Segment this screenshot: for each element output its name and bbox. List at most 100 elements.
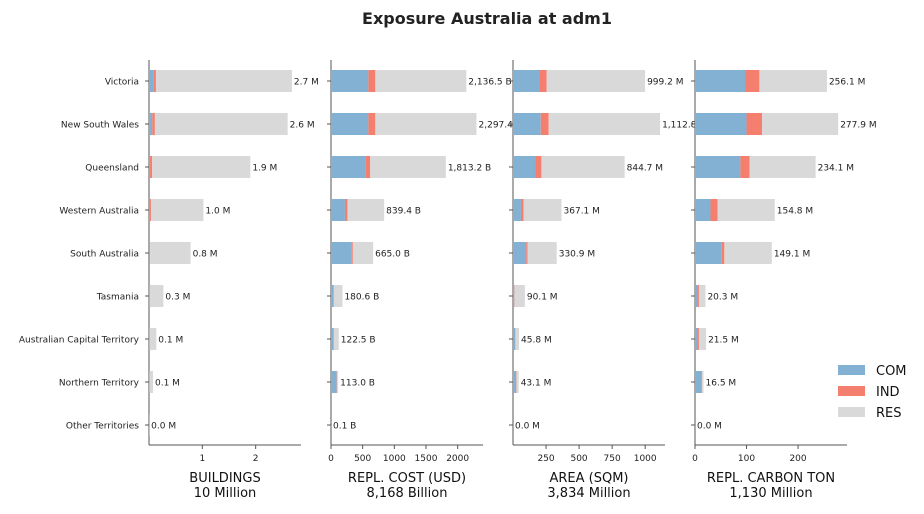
bar-com <box>513 113 541 135</box>
bar-res <box>549 113 660 135</box>
x-tick-label: 100 <box>738 454 755 464</box>
bar-com <box>331 242 352 264</box>
x-axis-sublabel: 1,130 Million <box>729 486 812 501</box>
x-tick-label: 1500 <box>415 454 438 464</box>
legend-swatch <box>838 365 865 375</box>
bar-value-label: 2,136.5 B <box>468 78 511 88</box>
bar-res <box>152 156 250 178</box>
bar-com <box>149 70 153 92</box>
bar-value-label: 16.5 M <box>706 379 737 389</box>
bar-res <box>762 113 838 135</box>
legend-label: IND <box>876 385 900 400</box>
category-label: Other Territories <box>66 422 139 432</box>
x-tick-label: 750 <box>604 454 621 464</box>
category-label: New South Wales <box>61 121 139 131</box>
bar-com <box>331 70 368 92</box>
bar-value-label: 999.2 M <box>647 78 683 88</box>
x-axis-label: REPL. COST (USD) <box>348 471 466 486</box>
bar-com <box>331 113 368 135</box>
category-label: South Australia <box>70 250 139 260</box>
bar-ind <box>368 113 375 135</box>
bar-com <box>513 328 515 350</box>
x-axis-label: REPL. CARBON TON <box>707 471 835 486</box>
category-label: Western Australia <box>59 207 139 217</box>
bar-value-label: 0.1 B <box>333 422 356 432</box>
bar-value-label: 256.1 M <box>829 78 865 88</box>
bar-res <box>150 285 164 307</box>
bar-ind <box>702 371 703 393</box>
bar-com <box>513 242 526 264</box>
bar-res <box>150 242 191 264</box>
bar-res <box>370 156 446 178</box>
bar-com <box>149 242 150 264</box>
bar-value-label: 1,813.2 B <box>448 164 491 174</box>
bar-ind <box>698 328 699 350</box>
bar-res <box>155 113 288 135</box>
bar-res <box>149 371 153 393</box>
category-label: Northern Territory <box>59 379 140 389</box>
bar-com <box>331 328 334 350</box>
category-label: Queensland <box>85 164 139 174</box>
x-tick-label: 1 <box>199 454 205 464</box>
x-tick-label: 1000 <box>383 454 406 464</box>
bar-com <box>331 156 365 178</box>
bar-com <box>695 328 698 350</box>
bar-com <box>695 285 698 307</box>
x-axis-label: BUILDINGS <box>189 471 260 486</box>
bar-ind <box>710 199 717 221</box>
x-tick-label: 500 <box>354 454 371 464</box>
bar-ind <box>150 156 152 178</box>
bar-value-label: 0.0 M <box>151 422 176 432</box>
x-axis-label: AREA (SQM) <box>549 471 628 486</box>
bar-com <box>513 285 514 307</box>
x-tick-label: 2000 <box>446 454 469 464</box>
bar-res <box>750 156 816 178</box>
bar-ind <box>535 156 541 178</box>
bar-res <box>541 156 624 178</box>
bar-value-label: 43.1 M <box>521 379 552 389</box>
bar-res <box>699 328 706 350</box>
bar-com <box>331 285 334 307</box>
bar-com <box>695 199 710 221</box>
bar-res <box>375 113 476 135</box>
bar-value-label: 149.1 M <box>774 250 810 260</box>
bar-com <box>331 199 345 221</box>
bar-ind <box>150 199 151 221</box>
bar-res <box>517 371 519 393</box>
bar-com <box>149 199 150 221</box>
bar-ind <box>747 113 762 135</box>
bar-res <box>528 242 557 264</box>
bar-value-label: 0.0 M <box>697 422 722 432</box>
bar-com <box>695 371 702 393</box>
bar-ind <box>152 113 155 135</box>
bar-value-label: 0.8 M <box>193 250 218 260</box>
bar-value-label: 844.7 M <box>627 164 663 174</box>
bar-com <box>695 242 722 264</box>
bar-ind <box>150 242 151 264</box>
bar-com <box>331 371 337 393</box>
bar-res <box>375 70 466 92</box>
bar-value-label: 0.3 M <box>165 293 190 303</box>
bar-ind <box>368 70 375 92</box>
bar-com <box>513 371 516 393</box>
bar-value-label: 21.5 M <box>708 336 739 346</box>
bar-res <box>718 199 775 221</box>
legend-label: RES <box>876 406 902 421</box>
bar-res <box>334 285 343 307</box>
bar-res <box>337 371 338 393</box>
bar-ind <box>740 156 749 178</box>
bar-res <box>759 70 827 92</box>
legend-label: COM <box>876 364 907 379</box>
bar-res <box>347 199 384 221</box>
bar-value-label: 154.8 M <box>777 207 813 217</box>
x-tick-label: 200 <box>789 454 806 464</box>
bar-res <box>724 242 771 264</box>
bar-res <box>353 242 373 264</box>
bar-com <box>695 156 740 178</box>
x-tick-label: 2 <box>253 454 259 464</box>
bar-res <box>149 328 156 350</box>
bar-value-label: 330.9 M <box>559 250 595 260</box>
x-axis-sublabel: 10 Million <box>194 486 257 501</box>
bar-value-label: 90.1 M <box>527 293 558 303</box>
